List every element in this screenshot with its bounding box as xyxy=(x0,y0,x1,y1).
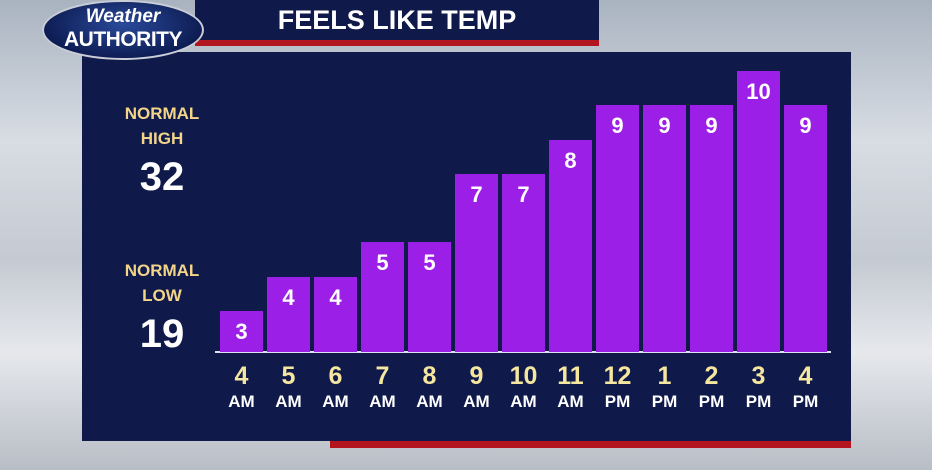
bar xyxy=(643,105,686,352)
value-label: 5 xyxy=(423,250,436,276)
bar xyxy=(455,173,498,352)
title-banner xyxy=(195,0,599,46)
x-tick-label: 10 AM xyxy=(509,362,538,412)
chart-title: FEELS LIKE TEMP xyxy=(277,5,517,35)
x-tick-label: 2 PM xyxy=(698,362,725,412)
x-tick-label: 7 AM xyxy=(369,362,396,412)
x-tick-label: 11 AM xyxy=(557,362,584,412)
x-tick-label: 6 AM xyxy=(322,362,349,412)
logo-line1: Weather xyxy=(85,6,161,27)
x-tick-label: 8 AM xyxy=(416,362,443,412)
x-tick-label: 4 PM xyxy=(792,362,819,412)
value-label: 7 xyxy=(517,181,530,207)
bar xyxy=(549,139,592,352)
x-tick-label: 3 PM xyxy=(745,362,772,412)
bar xyxy=(220,310,263,352)
value-label: 9 xyxy=(611,113,624,139)
baseline xyxy=(215,351,831,353)
value-label: 9 xyxy=(658,113,671,139)
value-label: 10 xyxy=(746,79,771,104)
value-label: 9 xyxy=(705,113,718,139)
bar xyxy=(314,276,357,352)
bar xyxy=(596,105,639,352)
value-label: 8 xyxy=(564,147,577,173)
x-tick-label: 5 AM xyxy=(275,362,302,412)
normal-value: 32 xyxy=(139,155,185,199)
bar xyxy=(408,242,451,352)
stripe xyxy=(330,441,851,448)
logo: Weather AUTHORITY xyxy=(42,0,204,60)
x-tick-label: 12 PM xyxy=(603,362,632,412)
logo-line2: AUTHORITY xyxy=(64,28,183,51)
value-label: 7 xyxy=(470,181,483,207)
value-label: 9 xyxy=(799,113,812,139)
normal-label: NORMAL LOW xyxy=(124,261,200,305)
value-label: 3 xyxy=(235,318,248,344)
x-tick-label: 1 PM xyxy=(651,362,678,412)
bar xyxy=(267,276,310,352)
bar xyxy=(502,173,545,352)
value-label: 4 xyxy=(282,284,295,310)
x-tick-label: 4 AM xyxy=(228,362,255,412)
bar xyxy=(361,242,404,352)
value-label: 5 xyxy=(376,250,389,276)
value-label: 4 xyxy=(329,284,342,310)
bar xyxy=(690,105,733,352)
normal-value: 19 xyxy=(139,312,185,356)
x-tick-label: 9 AM xyxy=(463,362,490,412)
bar xyxy=(784,105,827,352)
bar xyxy=(737,71,780,352)
normal-label: NORMAL HIGH xyxy=(124,104,200,148)
